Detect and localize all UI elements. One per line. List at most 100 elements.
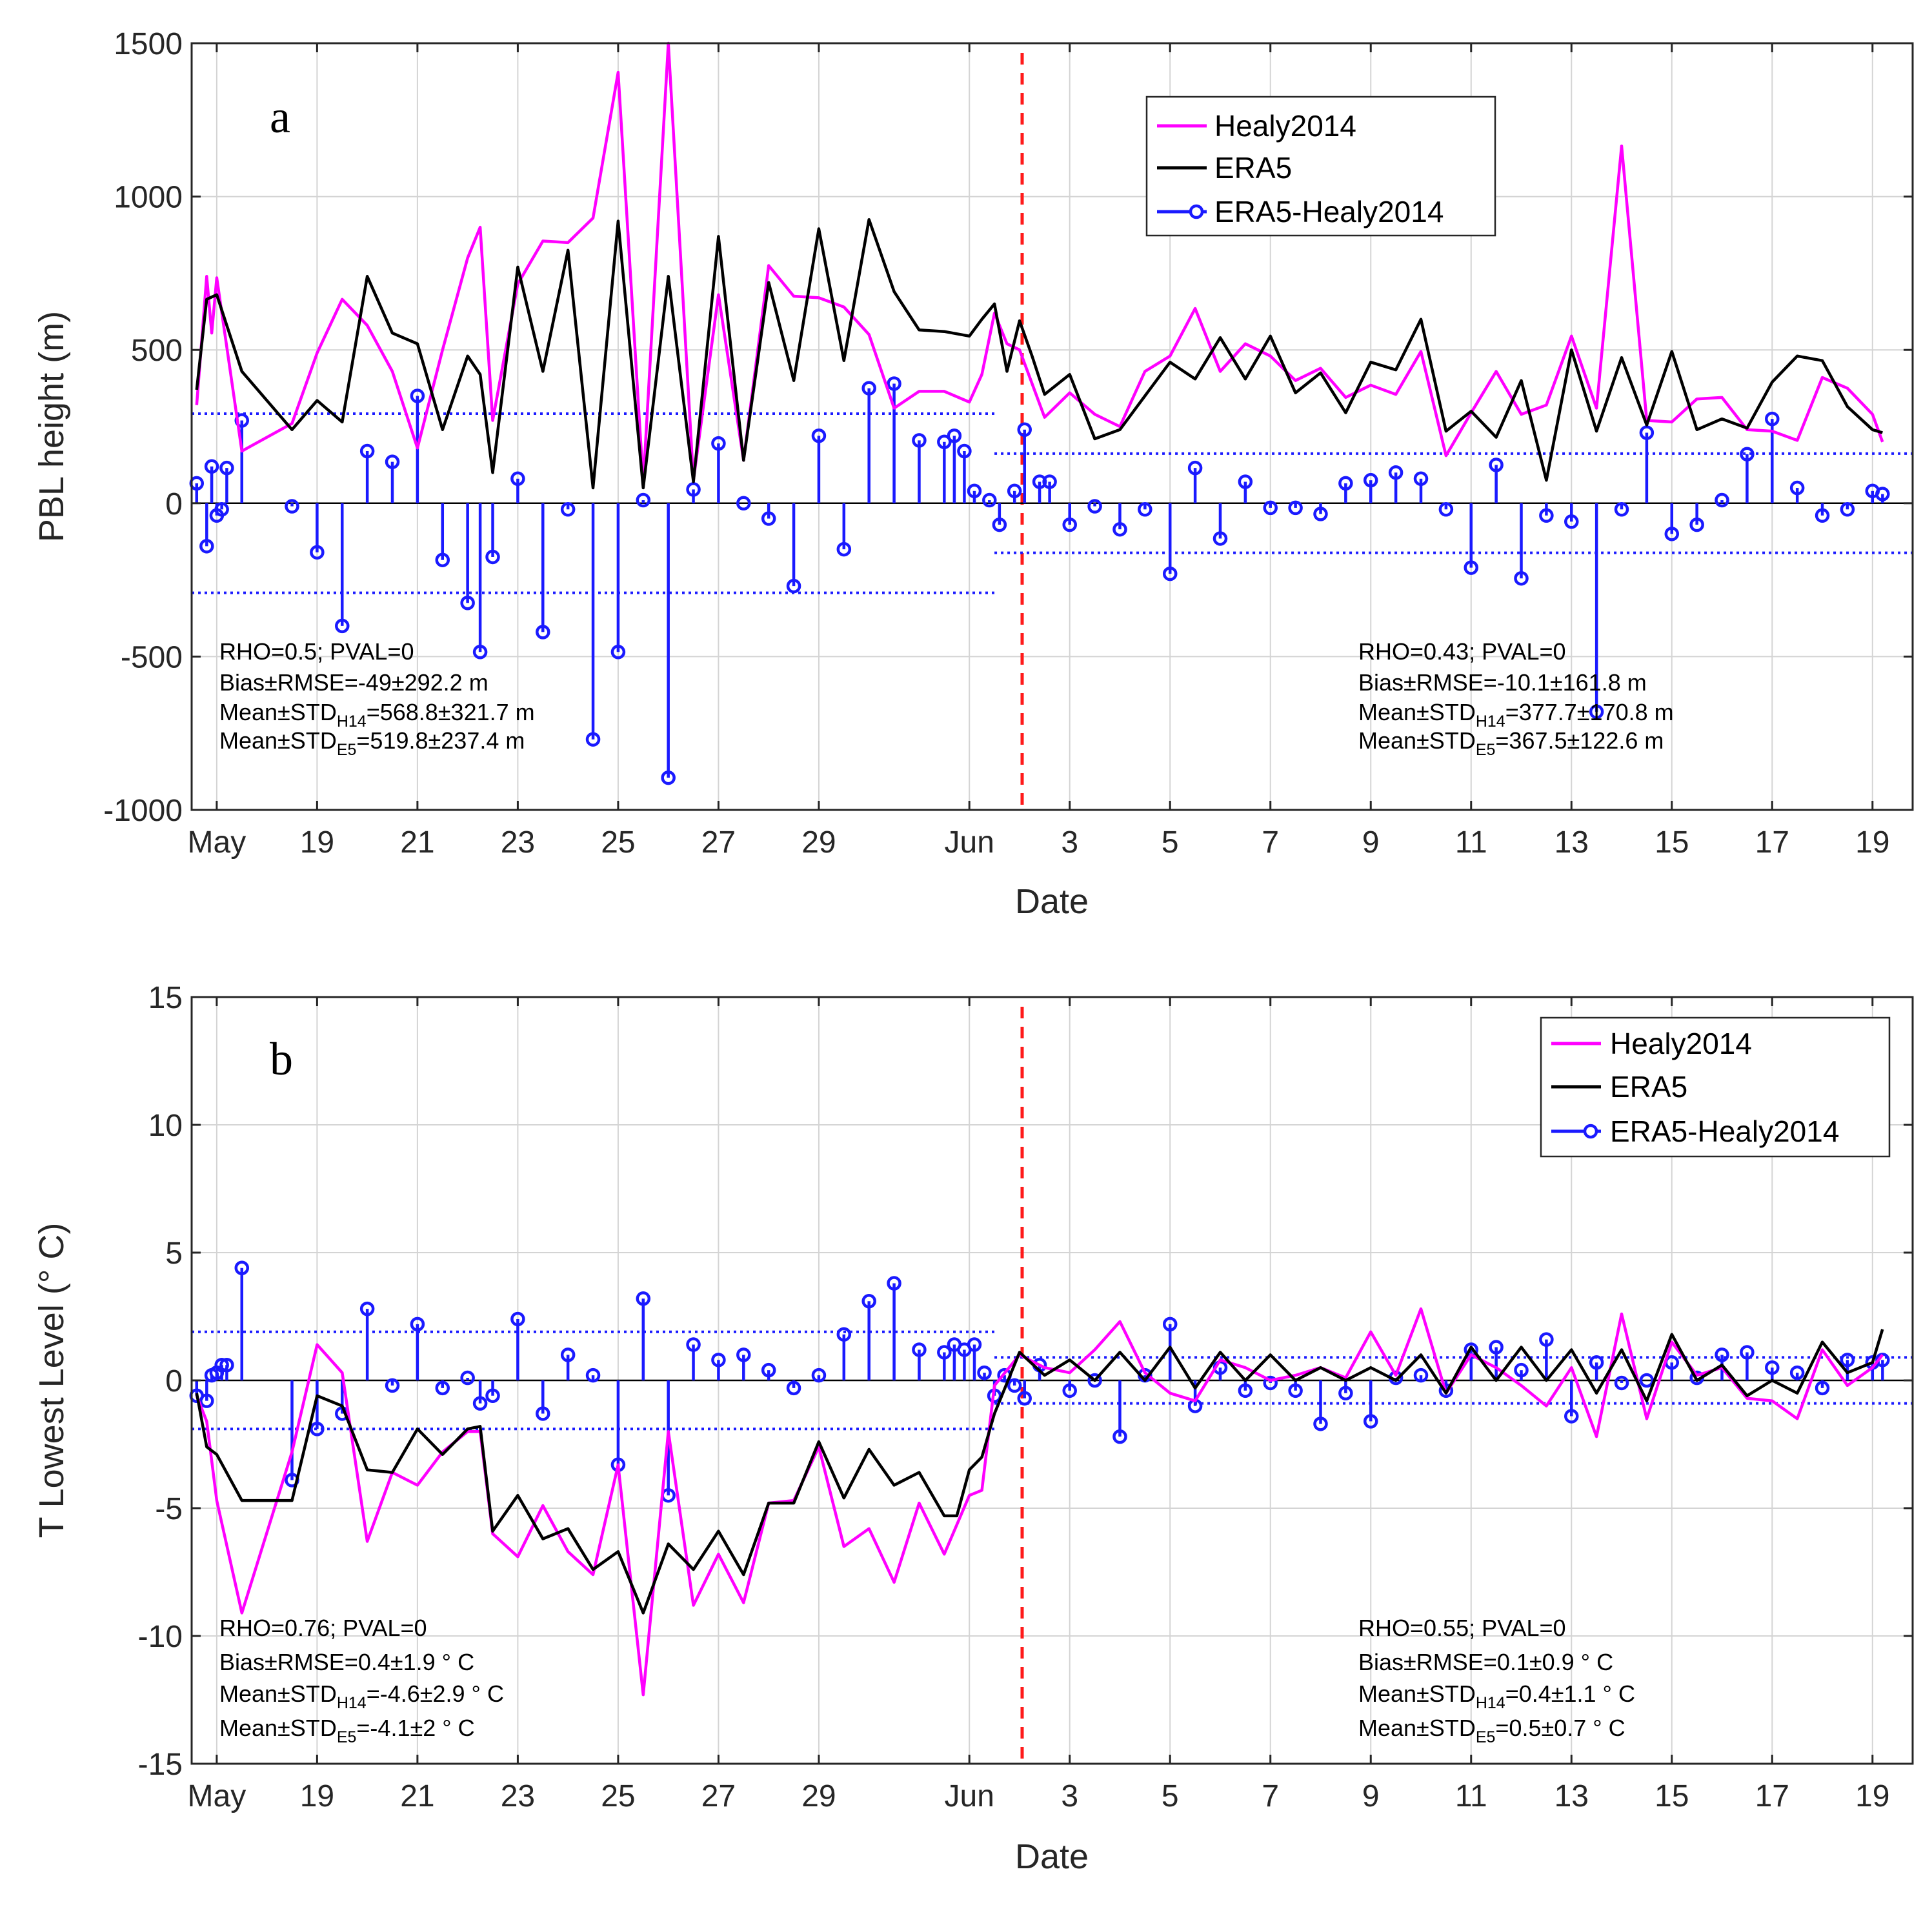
y-tick-label: 0 (165, 487, 183, 521)
panel-a-stat-rho-right: RHO=0.43; PVAL=0 (1358, 638, 1566, 665)
diff-marker (359, 1301, 375, 1317)
diff-marker (435, 1380, 450, 1396)
diff-marker (811, 429, 827, 443)
x-tick-label: 5 (1162, 825, 1179, 860)
legend-marker-diff (1583, 1124, 1598, 1139)
panel-b-stems (189, 1260, 1890, 1503)
diff-marker (912, 1342, 927, 1357)
diff-marker (199, 1393, 214, 1408)
diff-marker (711, 436, 726, 451)
diff-marker (1087, 1373, 1102, 1388)
diff-marker (992, 517, 1007, 532)
diff-marker (485, 549, 500, 565)
stat-value: =367.5±122.6 m (1495, 727, 1664, 754)
stat-subscript: H14 (337, 1694, 367, 1712)
diff-marker (585, 1367, 601, 1383)
panel-b-stats-left: RHO=0.76; PVAL=0 Bias±RMSE=0.4±1.9 ° C M… (219, 1615, 504, 1746)
diff-marker (560, 1347, 576, 1362)
diff-marker (1032, 474, 1047, 489)
diff-marker (1765, 1360, 1780, 1375)
stat-prefix: Mean±STD (219, 1715, 337, 1741)
diff-marker (836, 1327, 852, 1342)
diff-marker (1589, 704, 1604, 720)
diff-marker (219, 1357, 234, 1373)
diff-marker (761, 1362, 776, 1378)
panel-a-xlabel: Date (1015, 882, 1089, 921)
y-tick-label: -1000 (103, 794, 183, 828)
x-tick-label: May (188, 825, 247, 860)
panel-b-ylabel: T Lowest Level (° C) (32, 1223, 71, 1539)
legend-label-era5: ERA5 (1610, 1070, 1687, 1104)
diff-marker (786, 578, 801, 594)
diff-marker (1489, 458, 1504, 472)
x-tick-label: 27 (701, 1779, 736, 1813)
diff-marker (1338, 476, 1353, 491)
x-tick-label: 23 (501, 825, 535, 860)
diff-marker (861, 1293, 876, 1309)
stat-prefix: Mean±STD (219, 727, 337, 754)
diff-marker (310, 545, 325, 560)
panel-b-xlabel: Date (1015, 1837, 1089, 1876)
diff-marker (967, 1337, 982, 1352)
diff-marker (1765, 411, 1780, 427)
stat-subscript: H14 (337, 712, 367, 731)
y-tick-label: -15 (138, 1748, 183, 1782)
diff-marker (1639, 425, 1655, 440)
diff-marker (967, 483, 982, 499)
diff-marker (1464, 560, 1479, 575)
diff-marker (1438, 502, 1454, 517)
panel-a-letter: a (270, 91, 290, 143)
diff-marker (1564, 1409, 1579, 1424)
diff-marker (1363, 472, 1378, 488)
diff-marker (1263, 500, 1278, 516)
x-tick-label: 3 (1061, 825, 1078, 860)
stat-value: =0.4±1.1 ° C (1505, 1680, 1635, 1707)
diff-marker (1162, 1317, 1178, 1332)
diff-marker (1815, 508, 1830, 523)
y-tick-label: -5 (155, 1492, 183, 1526)
stat-prefix: Mean±STD (1358, 727, 1476, 754)
panel-a-stat-rho-left: RHO=0.5; PVAL=0 (219, 638, 414, 665)
diff-marker (1715, 1347, 1729, 1362)
diff-marker (1413, 1367, 1429, 1383)
diff-marker (560, 502, 576, 517)
panel-b-legend: Healy2014 ERA5 ERA5-Healy2014 (1540, 1016, 1891, 1158)
panel-b-stat-mean-h14-left: Mean±STDH14=-4.6±2.9 ° C (219, 1680, 504, 1712)
stat-value: =568.8±321.7 m (367, 699, 535, 725)
diff-marker (460, 595, 475, 610)
x-tick-label: Jun (945, 825, 994, 860)
y-tick-label: 0 (165, 1364, 183, 1398)
diff-marker (1815, 1380, 1830, 1396)
x-tick-label: 9 (1362, 825, 1380, 860)
x-tick-label: 19 (300, 825, 334, 860)
diff-marker (887, 1276, 901, 1291)
y-tick-label: 1000 (114, 181, 183, 215)
legend-label-healy: Healy2014 (1610, 1027, 1752, 1060)
y-tick-label: 5 (165, 1236, 183, 1271)
diff-marker (977, 1365, 992, 1380)
diff-marker (1489, 1340, 1504, 1355)
x-tick-label: 29 (801, 825, 836, 860)
diff-marker (982, 492, 997, 508)
diff-marker (811, 1367, 827, 1383)
diff-marker (204, 459, 219, 474)
legend-label-era5: ERA5 (1214, 151, 1292, 185)
diff-marker (636, 492, 651, 508)
diff-marker (1187, 460, 1203, 476)
x-tick-label: 25 (601, 825, 635, 860)
x-tick-label: 11 (1455, 1779, 1487, 1813)
diff-marker (1413, 471, 1429, 487)
panel-a-series-healy2014 (195, 41, 1884, 485)
diff-marker (686, 482, 701, 497)
x-tick-label: 21 (400, 825, 434, 860)
diff-marker (861, 381, 876, 396)
stat-value: =-4.6±2.9 ° C (367, 1680, 504, 1707)
x-tick-label: 27 (701, 825, 736, 860)
diff-marker (460, 1370, 475, 1386)
diff-marker (1062, 517, 1077, 532)
diff-marker (1338, 1386, 1353, 1401)
x-tick-label: 3 (1061, 1779, 1078, 1813)
diff-marker (510, 1311, 525, 1327)
